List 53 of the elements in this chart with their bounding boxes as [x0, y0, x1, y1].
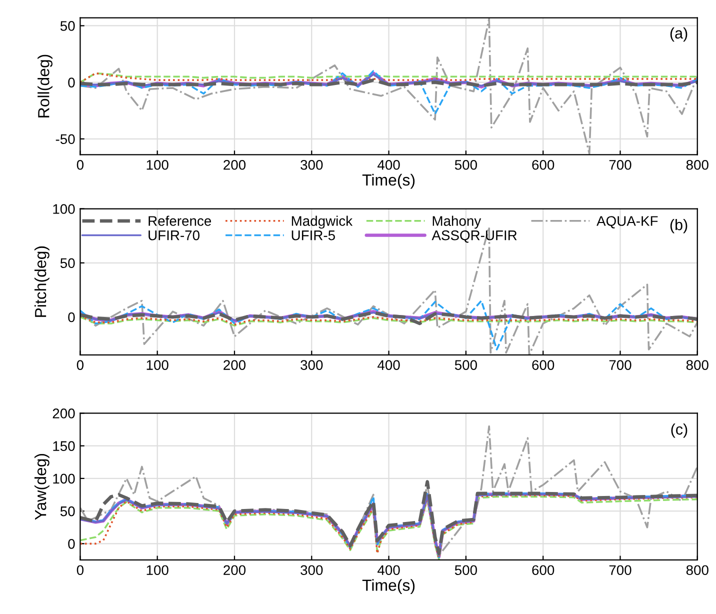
x-tick-label: 400 [378, 565, 400, 576]
y-tick-label: 200 [52, 408, 75, 418]
x-tick-label: 0 [76, 565, 84, 576]
y-tick-label: 50 [60, 506, 75, 516]
x-tick-label: 100 [146, 160, 168, 170]
x-tick-label: 300 [300, 565, 323, 576]
x-tick-label: 0 [76, 160, 84, 170]
x-tick-label: 500 [454, 565, 477, 576]
x-tick-label: 400 [378, 160, 400, 170]
x-tick-label: 800 [686, 565, 708, 576]
y-tick-label: 150 [53, 441, 75, 451]
x-axis-title: Time(s) [362, 579, 415, 594]
x-tick-label: 300 [300, 160, 323, 170]
x-tick-label: 600 [532, 160, 554, 170]
x-tick-label: 800 [686, 160, 708, 170]
y-axis-title: Yaw(deg) [34, 454, 50, 520]
y-axis-title: Pitch(deg) [34, 246, 50, 317]
x-tick-label: 800 [686, 360, 708, 370]
y-tick-label: 100 [53, 204, 75, 214]
x-tick-label: 100 [146, 360, 168, 370]
x-tick-label: 200 [224, 160, 246, 170]
y-tick-label: 0 [68, 312, 75, 322]
annotation: (c) [671, 423, 688, 438]
y-axis-title: Roll(deg) [38, 54, 52, 118]
x-tick-label: 700 [609, 360, 632, 370]
x-tick-label: 0 [76, 360, 84, 370]
legend-label: ASSQR-UFIR [432, 230, 517, 243]
annotation: (b) [670, 218, 688, 234]
y-tick-label: 0 [68, 78, 75, 88]
y-tick-label: 0 [68, 538, 75, 549]
x-tick-label: 500 [454, 160, 477, 170]
x-tick-label: 200 [224, 565, 246, 576]
x-tick-label: 700 [609, 160, 632, 170]
x-tick-label: 300 [300, 360, 323, 370]
x-tick-label: 400 [378, 360, 400, 370]
legend-label: Mahony [432, 216, 482, 229]
x-tick-label: 600 [532, 360, 554, 370]
y-tick-label: 50 [60, 258, 75, 268]
x-axis-title: Time(s) [362, 174, 415, 189]
legend-label: Reference [148, 216, 212, 226]
annotation: (a) [670, 27, 688, 42]
x-tick-label: 200 [224, 360, 246, 370]
x-tick-label: 600 [532, 565, 554, 576]
x-tick-label: 500 [454, 360, 477, 370]
legend-label: UFIR-70 [148, 230, 200, 240]
y-tick-label: 50 [60, 21, 75, 31]
y-tick-label: -50 [56, 134, 75, 144]
x-tick-label: 700 [609, 565, 632, 576]
legend-label: Madgwick [292, 216, 353, 229]
legend-label: UFIR-5 [292, 230, 335, 240]
legend-label: AQUA-KF [596, 216, 658, 228]
y-tick-label: 100 [53, 474, 75, 484]
x-tick-label: 100 [146, 565, 168, 576]
